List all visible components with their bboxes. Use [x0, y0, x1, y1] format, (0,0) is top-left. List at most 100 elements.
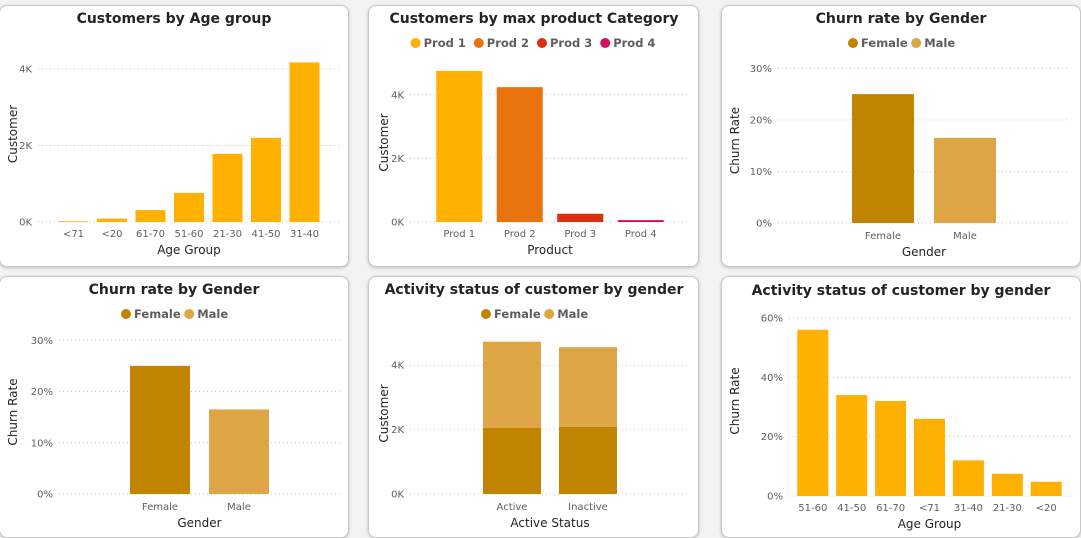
bar-Female — [130, 365, 190, 494]
x-tick-label: 41-50 — [251, 229, 280, 240]
x-axis-label: Gender — [902, 245, 946, 259]
y-tick-label: 20% — [750, 115, 772, 126]
y-tick-label: 40% — [761, 373, 783, 384]
y-tick-label: 4K — [391, 90, 404, 101]
y-tick-label: 20% — [761, 432, 783, 443]
y-tick-label: 30% — [31, 336, 53, 347]
y-axis-label: Churn Rate — [728, 367, 742, 434]
x-tick-label: 61-70 — [136, 229, 165, 240]
x-tick-label: Active — [497, 502, 528, 513]
chart-3: Churn rate by Gender Female Male 0% 10% 20% 30… — [728, 11, 1070, 259]
x-tick-label: 61-70 — [876, 503, 905, 514]
y-tick-label: 10% — [31, 438, 53, 449]
y-tick-label: 4K — [391, 361, 404, 372]
bar-Female — [852, 94, 914, 223]
x-tick-label: Female — [865, 231, 901, 242]
legend-marker — [481, 309, 491, 319]
bar-71 — [914, 418, 945, 496]
bar-4150 — [251, 137, 281, 222]
x-tick-label: <71 — [63, 229, 84, 240]
chart-title: Customers by max product Category — [389, 11, 678, 27]
legend-label: Male — [924, 36, 955, 50]
legend-label: Male — [557, 307, 588, 321]
chart-title: Activity status of customer by gender — [385, 282, 684, 298]
y-tick-label: 0% — [756, 219, 772, 230]
bar-Prod4 — [617, 220, 664, 222]
x-tick-label: Male — [953, 231, 977, 242]
bar-6170 — [875, 401, 907, 496]
x-tick-label: Female — [142, 502, 178, 513]
legend-marker — [121, 309, 131, 319]
legend-label: Female — [494, 307, 541, 321]
x-tick-label: 41-50 — [837, 503, 866, 514]
x-tick-label: <71 — [919, 503, 940, 514]
legend-marker — [184, 309, 195, 319]
chart-2: Customers by max product Category Prod 1 P… — [377, 11, 690, 257]
bar-3140 — [952, 460, 984, 496]
chart-1: Customers by Age group 0K 2K 4K Customer <71 <… — [6, 11, 340, 257]
x-tick-label: Inactive — [568, 502, 608, 513]
y-tick-label: 0% — [767, 492, 783, 503]
x-tick-label: <20 — [1036, 503, 1057, 514]
chart-6: Activity status of customer by gender 0% 2… — [728, 283, 1070, 531]
chart-title: Churn rate by Gender — [89, 282, 260, 298]
x-axis-label: Product — [527, 243, 573, 257]
y-tick-label: 60% — [761, 313, 783, 324]
bar-3140 — [289, 62, 320, 222]
y-axis-label: Churn Rate — [728, 107, 742, 174]
x-tick-label: 31-40 — [290, 229, 319, 240]
bar-Male — [209, 409, 269, 494]
x-tick-label: Prod 2 — [504, 229, 536, 240]
bar-2130 — [212, 153, 243, 222]
legend-label: Prod 4 — [613, 36, 655, 50]
y-axis-label: Customer — [377, 113, 391, 171]
y-tick-label: 20% — [31, 387, 53, 398]
legend-marker — [537, 38, 547, 48]
y-tick-label: 0% — [37, 490, 53, 501]
y-axis-label: Churn Rate — [6, 378, 20, 445]
legend-label: Prod 3 — [550, 36, 592, 50]
bar-Active-female — [483, 427, 541, 494]
chart-title: Customers by Age group — [77, 11, 272, 27]
x-axis-label: Age Group — [157, 243, 221, 257]
x-tick-label: Prod 3 — [564, 229, 596, 240]
chart-5: Activity status of customer by gender Fem… — [377, 282, 690, 530]
x-axis-label: Gender — [177, 516, 221, 530]
legend-label: Female — [134, 307, 181, 321]
bar-5160 — [174, 192, 204, 222]
bar-Active-male — [483, 341, 541, 428]
bar-Male — [934, 137, 996, 223]
y-axis-label: Customer — [377, 384, 391, 442]
bar-Prod3 — [557, 213, 604, 222]
x-axis-label: Active Status — [510, 516, 589, 530]
bar-5160 — [797, 329, 829, 496]
bar-20 — [97, 218, 127, 222]
legend-marker — [911, 38, 922, 48]
x-tick-label: Prod 1 — [443, 229, 475, 240]
x-tick-label: <20 — [101, 229, 122, 240]
y-tick-label: 0K — [391, 490, 404, 501]
x-axis-label: Age Group — [898, 517, 962, 531]
bar-Prod2 — [496, 87, 543, 222]
x-tick-label: Prod 4 — [625, 229, 657, 240]
legend-marker — [848, 38, 858, 48]
legend-label: Prod 1 — [424, 36, 466, 50]
bar-6170 — [135, 210, 166, 222]
chart-4: Churn rate by Gender Female Male 0% 10% 20% 30… — [6, 282, 340, 530]
bar-2130 — [991, 473, 1023, 496]
chart-title: Activity status of customer by gender — [752, 283, 1051, 299]
bar-Prod1 — [436, 70, 483, 222]
y-tick-label: 30% — [750, 64, 772, 75]
x-tick-label: 21-30 — [993, 503, 1022, 514]
bar-Inactive-female — [559, 426, 617, 494]
legend-marker — [410, 38, 421, 48]
bar-4150 — [836, 395, 868, 496]
y-tick-label: 2K — [391, 425, 404, 436]
y-tick-label: 10% — [750, 167, 772, 178]
chart-title: Churn rate by Gender — [816, 11, 987, 27]
y-tick-label: 2K — [391, 154, 404, 165]
x-tick-label: 51-60 — [174, 229, 203, 240]
legend-label: Male — [197, 307, 228, 321]
y-tick-label: 4K — [19, 64, 32, 75]
